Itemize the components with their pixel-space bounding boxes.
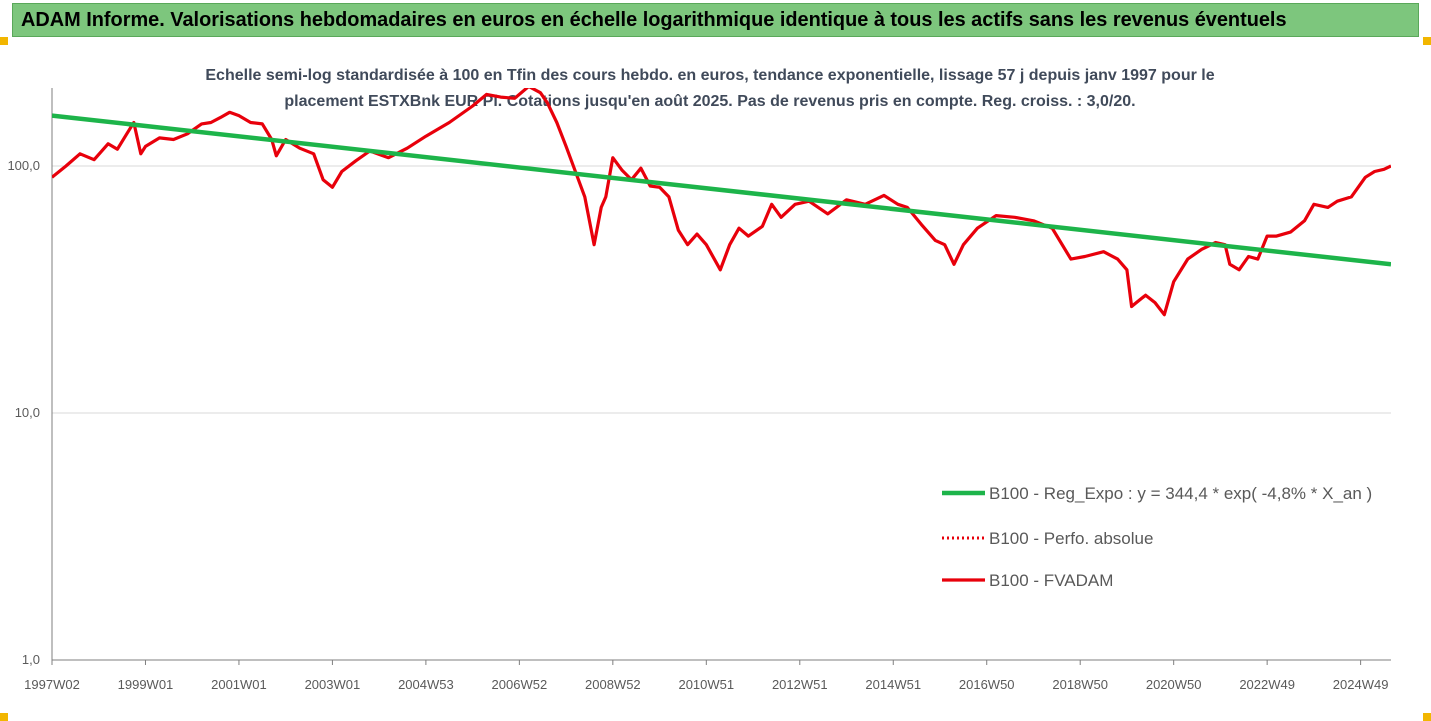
legend-label: B100 - Reg_Expo : y = 344,4 * exp( -4,8%…	[989, 484, 1372, 503]
y-tick-label: 10,0	[15, 405, 40, 420]
corner-marker	[0, 713, 8, 721]
x-tick-label: 2008W52	[585, 677, 641, 692]
corner-marker	[1423, 713, 1431, 721]
x-tick-label: 2006W52	[492, 677, 548, 692]
x-tick-label: 2024W49	[1333, 677, 1389, 692]
legend-label: B100 - Perfo. absolue	[989, 529, 1153, 548]
series-line-fvadam	[52, 88, 1391, 317]
x-tick-label: 2001W01	[211, 677, 267, 692]
x-tick-label: 2016W50	[959, 677, 1015, 692]
legend-item-fvadam: B100 - FVADAM	[942, 571, 1113, 590]
x-tick-label: 2012W51	[772, 677, 828, 692]
x-tick-label: 2020W50	[1146, 677, 1202, 692]
x-tick-label: 2022W49	[1239, 677, 1295, 692]
y-tick-label: 100,0	[7, 158, 40, 173]
corner-marker	[1423, 37, 1431, 45]
y-tick-label: 1,0	[22, 652, 40, 667]
x-tick-label: 1999W01	[118, 677, 174, 692]
x-tick-label: 2018W50	[1052, 677, 1108, 692]
legend-label: B100 - FVADAM	[989, 571, 1113, 590]
x-tick-label: 2014W51	[865, 677, 921, 692]
chart-title-line-1: Echelle semi-log standardisée à 100 en T…	[205, 67, 1215, 84]
x-tick-label: 2003W01	[305, 677, 361, 692]
x-tick-label: 2004W53	[398, 677, 454, 692]
legend-item-perfo-absolue: B100 - Perfo. absolue	[942, 529, 1153, 548]
x-tick-label: 2010W51	[678, 677, 734, 692]
corner-marker	[0, 37, 8, 45]
banner-title: ADAM Informe. Valorisations hebdomadaire…	[12, 3, 1419, 37]
series-line-reg-expo	[52, 113, 1391, 267]
x-tick-label: 1997W02	[24, 677, 80, 692]
legend-item-reg-expo: B100 - Reg_Expo : y = 344,4 * exp( -4,8%…	[942, 484, 1372, 503]
